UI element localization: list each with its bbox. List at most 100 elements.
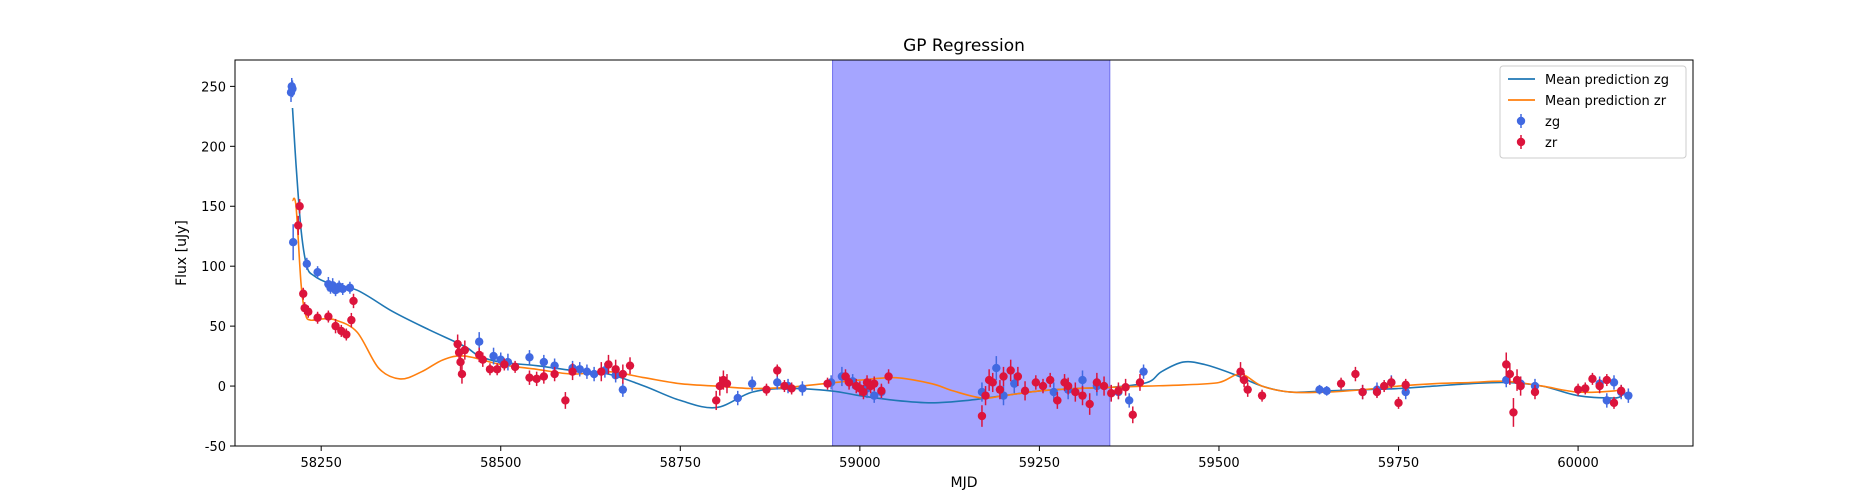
zg-marker [589,369,599,379]
zg-marker [618,385,628,394]
zg-marker [1139,367,1148,376]
zr-data-point [525,370,534,385]
x-axis-title: MJD [951,475,978,491]
zr-data-point [995,380,1005,400]
zr-data-point [1013,366,1023,387]
x-tick-label: 59500 [1198,456,1239,471]
zg-marker [525,353,534,362]
zr-data-point [1038,378,1048,394]
zr-marker [999,372,1008,381]
zr-marker [294,221,303,230]
zr-marker [1505,369,1515,379]
zr-marker [1394,398,1403,408]
zr-data-point [773,364,782,377]
zr-marker [342,330,351,339]
plot-frame [234,59,1694,447]
zr-marker [1588,374,1597,384]
zr-marker [347,315,356,325]
zr-data-point [1092,372,1102,393]
zr-data-point [532,371,541,387]
legend-swatch-zr [1516,137,1526,147]
zr-data-point [510,360,520,373]
zg-marker [992,363,1001,373]
zr-data-point [299,287,308,300]
zr-marker [539,372,549,381]
zg-marker [302,259,312,268]
zg-marker [345,283,355,292]
zr-marker [1609,398,1619,408]
chart-title: GP Regression [903,36,1025,56]
zg-data-point [313,266,322,279]
zr-marker [977,411,987,421]
zr-marker [1351,369,1360,379]
zg-data-point [1139,364,1148,379]
zr-marker [478,355,487,364]
zr-marker [1078,391,1087,400]
y-tick-label: -50 [205,440,226,455]
x-tick-label: 58250 [301,456,342,471]
zr-data-point [550,366,559,382]
zr-marker [1236,367,1245,376]
zr-marker [877,386,886,396]
zg-marker [539,357,549,367]
zr-marker [299,289,308,298]
zr-data-point [561,392,570,409]
zr-marker [532,374,541,384]
zr-data-point [1114,382,1123,400]
zr-data-point [1063,377,1073,395]
zr-marker [823,379,832,388]
zg-marker [550,361,559,370]
x-tick-label: 58500 [480,456,521,471]
zr-marker [1372,387,1382,397]
zg-marker [747,379,757,388]
zr-data-point [1099,376,1109,396]
zr-data-point [1516,376,1525,396]
zr-marker [324,312,333,321]
zr-marker [1038,381,1048,391]
zg-data-point [582,364,592,379]
zr-marker [453,339,462,349]
zr-marker [844,378,854,387]
zr-data-point [1581,382,1590,395]
zr-marker [859,387,868,397]
zr-data-point [500,358,509,371]
zr-data-point [722,374,732,394]
zr-data-point [1085,393,1094,415]
zg-marker [582,367,592,376]
zg-data-point [539,354,549,370]
zr-data-point [762,383,771,396]
zr-marker [1121,383,1130,392]
zg-data-point [773,375,782,390]
zr-data-point [611,359,620,379]
zr-marker [1107,389,1116,398]
zg-marker [474,337,484,346]
zr-data-point [1595,378,1604,394]
zr-data-point [1372,386,1382,399]
zg-data-point [489,347,498,365]
zg-marker [1401,387,1410,397]
zg-data-point [1124,393,1134,408]
zr-data-point [485,363,495,376]
zr-marker [304,307,313,316]
zr-data-point [1379,380,1389,393]
zr-marker [1401,380,1410,390]
zr-data-point [844,375,854,390]
zg-data-point [1322,386,1331,396]
zr-marker [597,367,606,376]
zg-data-point [302,257,312,270]
zr-data-point [295,199,304,214]
zr-data-point [1573,383,1583,396]
zg-data-point [1609,375,1619,390]
zg-marker [798,384,807,393]
zr-data-point [1121,378,1130,396]
zr-marker [1502,360,1511,369]
zg-marker [1078,375,1087,385]
zr-marker [722,379,732,388]
zr-marker [1616,386,1626,396]
zr-marker [313,313,322,322]
zr-marker [525,373,534,382]
zr-data-point [1358,384,1367,400]
zg-marker [1049,387,1058,397]
zr-marker [1581,384,1590,393]
zr-marker [1045,375,1055,385]
